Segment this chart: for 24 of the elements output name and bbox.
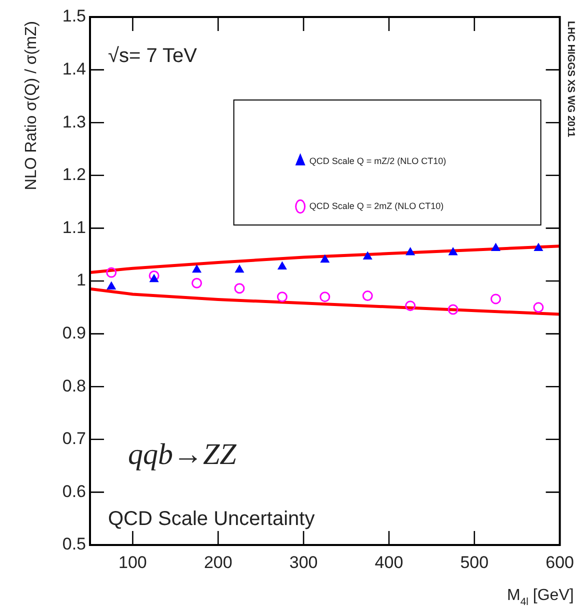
text: LHC HIGGS XS WG 2011: [564, 21, 576, 138]
annotation: √s= 7 TeV: [108, 45, 198, 67]
y-tick-label: 1: [76, 270, 86, 290]
x-tick-label: 200: [204, 552, 232, 572]
y-tick-label: 0.9: [62, 323, 86, 342]
x-tick-label: 300: [289, 552, 318, 572]
annotation: qqb→ZZ: [128, 438, 237, 471]
x-tick-label: 400: [374, 552, 404, 572]
annotation: QCD Scale Uncertainty: [108, 508, 315, 530]
legend-label: QCD Scale Q = mZ/2 (NLO CT10): [309, 156, 446, 166]
y-axis-title: NLO Ratio σ(Q) / σ(mZ): [23, 20, 40, 190]
x-tick-label: 600: [546, 552, 574, 572]
legend-label: QCD Scale Q = 2mZ (NLO CT10): [309, 200, 444, 211]
x-tick-label: 100: [118, 552, 147, 572]
y-tick-label: 0.6: [62, 482, 86, 501]
y-tick-label: 1.5: [62, 6, 86, 26]
y-tick-label: 1.3: [62, 112, 86, 132]
x-tick-label: 500: [460, 552, 489, 572]
y-tick-label: 1.1: [62, 218, 86, 237]
y-tick-label: 1.4: [62, 59, 86, 78]
y-tick-label: 0.8: [62, 376, 86, 396]
y-tick-label: 0.5: [62, 534, 86, 554]
y-tick-label: 0.7: [62, 429, 86, 448]
y-tick-label: 1.2: [62, 165, 86, 184]
